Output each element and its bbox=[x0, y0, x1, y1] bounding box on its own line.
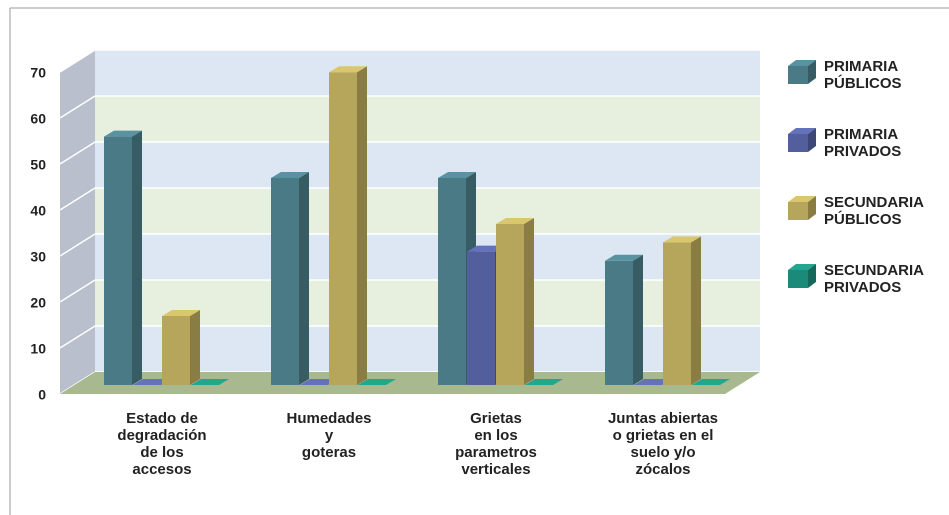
y-tick-label: 70 bbox=[30, 65, 46, 81]
legend-label: PRIMARIA PRIVADOS bbox=[824, 126, 902, 160]
bar-top bbox=[525, 379, 563, 385]
y-tick-label: 10 bbox=[30, 341, 46, 357]
bar-top bbox=[162, 310, 200, 316]
grid-line bbox=[59, 279, 96, 303]
bar-side bbox=[299, 172, 309, 385]
swatch-front bbox=[788, 134, 808, 152]
bar bbox=[525, 379, 563, 385]
bar bbox=[191, 379, 229, 385]
x-tick-label: Estado de degradación de los accesos bbox=[117, 410, 207, 478]
grid-line bbox=[59, 187, 96, 211]
swatch-top bbox=[788, 128, 816, 134]
bar-front bbox=[104, 136, 132, 385]
bar bbox=[663, 236, 701, 385]
bar-side bbox=[190, 310, 200, 385]
bar-top bbox=[467, 245, 505, 252]
bar bbox=[300, 379, 338, 385]
swatch-side bbox=[808, 264, 816, 288]
bar bbox=[358, 379, 396, 385]
bar-top bbox=[329, 66, 367, 73]
y-tick-label: 60 bbox=[30, 111, 46, 127]
bar-side bbox=[691, 236, 701, 385]
bar-top bbox=[104, 130, 142, 137]
bar bbox=[271, 172, 309, 385]
bar-front bbox=[162, 316, 190, 385]
swatch-side bbox=[808, 60, 816, 84]
grid-band bbox=[95, 280, 760, 326]
bar-top bbox=[300, 379, 338, 385]
x-tick-label: Juntas abiertas o grietas en el suelo y/… bbox=[607, 410, 719, 478]
bar bbox=[104, 130, 142, 385]
grid-band bbox=[95, 142, 760, 188]
bar bbox=[692, 379, 730, 385]
bar-top bbox=[663, 236, 701, 243]
legend-swatch bbox=[788, 264, 816, 288]
bar-top bbox=[605, 254, 643, 261]
bar-top bbox=[496, 218, 534, 224]
swatch-front bbox=[788, 270, 808, 288]
swatch-top bbox=[788, 60, 816, 66]
swatch-side bbox=[808, 196, 816, 220]
grid-line bbox=[59, 325, 96, 349]
swatch-side bbox=[808, 128, 816, 152]
grid-line bbox=[59, 141, 96, 165]
grid-band bbox=[95, 96, 760, 142]
y-tick-label: 40 bbox=[30, 203, 46, 219]
legend-label: PRIMARIA PÚBLICOS bbox=[824, 58, 902, 92]
bar bbox=[605, 254, 643, 385]
bar bbox=[634, 379, 672, 385]
swatch-front bbox=[788, 66, 808, 84]
bar-front bbox=[438, 178, 466, 385]
bar-side bbox=[132, 130, 142, 385]
legend-label: SECUNDARIA PRIVADOS bbox=[824, 262, 925, 296]
y-tick-label: 20 bbox=[30, 295, 46, 311]
bar-top bbox=[634, 379, 672, 385]
swatch-top bbox=[788, 264, 816, 270]
bar-top bbox=[358, 379, 396, 385]
bar-top bbox=[438, 172, 476, 178]
grid-line bbox=[59, 233, 96, 257]
legend-swatch bbox=[788, 60, 816, 84]
grid-line bbox=[59, 95, 96, 119]
bar-top bbox=[271, 172, 309, 178]
legend-swatch bbox=[788, 196, 816, 220]
bar-front bbox=[329, 72, 357, 385]
swatch-front bbox=[788, 202, 808, 220]
bar-side bbox=[633, 254, 643, 385]
bar bbox=[162, 310, 200, 385]
bar-front bbox=[605, 260, 633, 385]
bar-front bbox=[467, 251, 495, 385]
floor bbox=[60, 372, 760, 394]
y-tick-label: 50 bbox=[30, 157, 46, 173]
bar-front bbox=[663, 242, 691, 385]
legend-swatch bbox=[788, 128, 816, 152]
swatch-top bbox=[788, 196, 816, 202]
grid-band bbox=[95, 50, 760, 96]
grid-band bbox=[95, 234, 760, 280]
bar bbox=[133, 379, 171, 385]
grid-line bbox=[59, 49, 96, 73]
side-wall bbox=[60, 50, 95, 394]
bar-side bbox=[357, 66, 367, 385]
bar bbox=[329, 66, 367, 385]
bar-front bbox=[496, 224, 524, 385]
bar-front bbox=[271, 178, 299, 385]
grid-band bbox=[95, 188, 760, 234]
y-tick-label: 0 bbox=[38, 387, 46, 403]
x-tick-label: Grietas en los parametros verticales bbox=[455, 410, 537, 478]
bar-top bbox=[133, 379, 171, 385]
x-tick-label: Humedades y goteras bbox=[286, 410, 372, 461]
bar-side bbox=[524, 218, 534, 385]
bar bbox=[496, 218, 534, 385]
y-tick-label: 30 bbox=[30, 249, 46, 265]
grid-band bbox=[95, 326, 760, 372]
bar-top bbox=[692, 379, 730, 385]
legend-label: SECUNDARIA PÚBLICOS bbox=[824, 194, 925, 228]
bar-top bbox=[191, 379, 229, 385]
